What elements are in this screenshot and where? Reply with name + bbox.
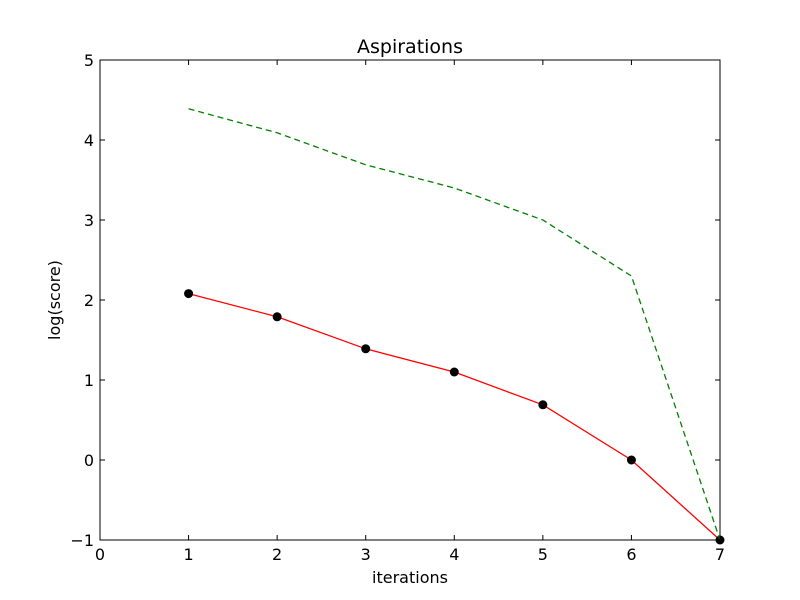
x-tick-label: 6 xyxy=(626,545,636,564)
x-tick-label: 1 xyxy=(183,545,193,564)
y-tick-label: 2 xyxy=(84,291,94,310)
series-1-point xyxy=(449,367,459,377)
y-tick-label: 1 xyxy=(84,371,94,390)
y-axis-label: log(score) xyxy=(45,260,64,340)
series-1-point xyxy=(626,455,636,465)
y-tick-label: 3 xyxy=(84,211,94,230)
series-1-point xyxy=(272,312,282,322)
plot-frame xyxy=(99,59,721,541)
x-tick-label: 2 xyxy=(272,545,282,564)
x-tick-label: 0 xyxy=(95,545,105,564)
series-layer xyxy=(184,108,725,545)
y-tick-label: −1 xyxy=(70,531,94,550)
y-tick-label: 4 xyxy=(84,131,94,150)
x-axis-label: iterations xyxy=(372,568,448,587)
series-1-line xyxy=(188,292,721,541)
series-1-point xyxy=(361,344,371,354)
x-tick-label: 3 xyxy=(361,545,371,564)
y-tick-label: 5 xyxy=(84,51,94,70)
x-tick-label: 7 xyxy=(715,545,725,564)
series-1-point xyxy=(538,400,548,410)
x-tick-label: 4 xyxy=(449,545,459,564)
y-tick-label: 0 xyxy=(84,451,94,470)
series-1-point xyxy=(184,289,194,299)
chart-title: Aspirations xyxy=(357,36,463,58)
series-2-line xyxy=(188,108,721,541)
x-tick-label: 5 xyxy=(538,545,548,564)
